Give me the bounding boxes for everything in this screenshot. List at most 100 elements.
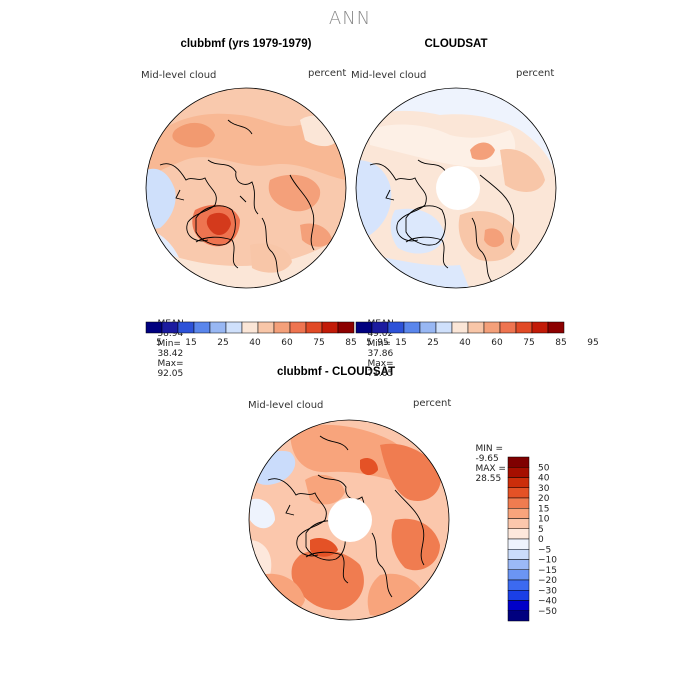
variable-label-obs: Mid-level cloud xyxy=(351,70,427,81)
field-patch xyxy=(206,212,231,236)
colorbar-swatch xyxy=(193,321,211,334)
colorbar-swatch xyxy=(321,321,339,334)
colorbar-swatch xyxy=(507,456,530,468)
colorbar-swatch xyxy=(547,321,565,334)
colorbar-tick-label: 25 xyxy=(217,338,228,348)
greenland-outline xyxy=(195,205,236,246)
field-patch xyxy=(305,474,345,505)
colorbar-tick-label: 20 xyxy=(538,494,550,504)
colorbar-tick-label: 15 xyxy=(185,338,196,348)
colorbar-tick-label: 50 xyxy=(538,463,550,473)
colorbar-tick-label: −20 xyxy=(538,576,557,586)
map-obs-border xyxy=(355,87,557,289)
field-patch xyxy=(291,549,364,611)
greenland-outline xyxy=(305,520,346,561)
colorbar-tick-label: 85 xyxy=(345,338,356,348)
colorbar-tick-label: −10 xyxy=(538,556,557,566)
stat-min-value: 38.42 xyxy=(157,349,184,359)
colorbar-swatch xyxy=(337,321,355,334)
panel-title-diff: clubbmf - CLOUDSAT xyxy=(277,366,395,378)
colorbar-swatch xyxy=(403,321,421,334)
field-patch xyxy=(300,223,332,247)
colorbar-swatch xyxy=(241,321,259,334)
colorbar-tick-label: 75 xyxy=(313,338,324,348)
colorbar-swatch xyxy=(507,467,530,478)
stat-mean-value: 49.02 xyxy=(367,329,394,339)
figure-title: ANN xyxy=(328,8,372,29)
colorbar-swatch xyxy=(451,321,469,334)
no-data-hole xyxy=(328,498,372,542)
coastlines xyxy=(159,119,315,283)
colorbar-tick-label: −30 xyxy=(538,586,557,596)
no-data-hole xyxy=(436,166,480,210)
colorbar-tick-label: 75 xyxy=(523,338,534,348)
colorbar-swatch xyxy=(257,321,275,334)
panel-title-model: clubbmf (yrs 1979-1979) xyxy=(180,38,312,50)
stat-min-label: MIN = xyxy=(475,444,504,454)
field-patch xyxy=(391,518,440,571)
colorbar-tick-label: −5 xyxy=(538,545,551,555)
field-patch xyxy=(380,443,441,501)
colorbar-tick-label: −50 xyxy=(538,607,557,617)
colorbar-swatch xyxy=(499,321,517,334)
colorbar-swatch xyxy=(507,487,530,499)
colorbar-swatch xyxy=(507,518,530,529)
colorbar-swatch xyxy=(355,321,373,334)
greenland-outline xyxy=(405,205,446,246)
field-patch xyxy=(172,122,215,148)
colorbar-swatch xyxy=(507,590,530,601)
colorbar-swatch xyxy=(507,610,530,622)
colorbar-tick-label: 10 xyxy=(538,515,550,525)
colorbar-tick-label: −40 xyxy=(538,597,557,607)
field-patch xyxy=(310,538,338,557)
colorbar-swatch xyxy=(507,579,530,591)
colorbar-swatch xyxy=(483,321,501,334)
colorbar-swatch xyxy=(161,321,179,334)
field-patch xyxy=(250,498,275,529)
field-patch xyxy=(360,458,378,476)
colorbar-swatch xyxy=(371,321,389,334)
coastlines xyxy=(267,435,425,598)
stat-max-label: Max= xyxy=(367,359,394,369)
field-patch xyxy=(500,149,545,192)
colorbar-tick-label: 5 xyxy=(538,525,544,535)
colorbar-tick-label: 15 xyxy=(538,504,549,514)
stats-diff: MIN = -9.65 MAX = 28.55 xyxy=(464,434,506,494)
colorbar-tick-label: 40 xyxy=(459,338,471,348)
colorbar-swatch xyxy=(209,321,227,334)
stat-min-label: Min= xyxy=(367,339,391,349)
units-label-obs: percent xyxy=(516,68,555,79)
colorbar-tick-label: 15 xyxy=(395,338,406,348)
stat-max-label: MAX = xyxy=(475,464,506,474)
colorbar-swatch xyxy=(467,321,485,334)
colorbar-swatch xyxy=(177,321,195,334)
colorbar-tick-label: 30 xyxy=(538,484,550,494)
map-obs-field xyxy=(356,88,556,288)
field-patch xyxy=(390,208,445,254)
colorbar-swatch xyxy=(289,321,307,334)
map-diff-field xyxy=(249,420,449,620)
colorbar-tick-label: 5 xyxy=(366,338,372,348)
colorbar-tick-label: 60 xyxy=(281,338,293,348)
stat-max-value: 28.55 xyxy=(475,474,502,484)
stat-max-value: 92.05 xyxy=(157,369,184,379)
stat-max-value: 71.05 xyxy=(367,369,394,379)
colorbar-swatch xyxy=(515,321,533,334)
colorbar-tick-label: 40 xyxy=(538,474,550,484)
field-patch xyxy=(290,424,414,485)
panel-title-obs: CLOUDSAT xyxy=(424,38,488,50)
field-patch xyxy=(356,160,392,238)
map-diff-border xyxy=(248,419,450,621)
colorbar-swatch xyxy=(507,559,530,570)
units-label-diff: percent xyxy=(413,398,452,409)
units-label-model: percent xyxy=(308,68,347,79)
colorbar-swatch xyxy=(507,508,530,519)
stat-min-value: -9.65 xyxy=(475,454,499,464)
map-model-border xyxy=(145,87,347,289)
colorbar-swatch xyxy=(145,321,163,334)
stat-max-label: Max= xyxy=(157,359,184,369)
colorbar-tick-label: 25 xyxy=(427,338,438,348)
